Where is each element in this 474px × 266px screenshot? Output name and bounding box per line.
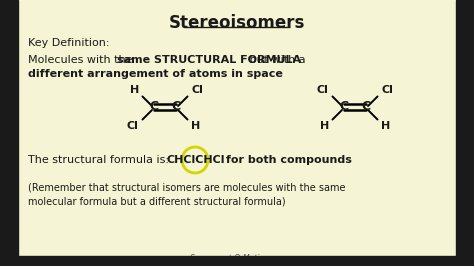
Text: molecular formula but a different structural formula): molecular formula but a different struct… [28,196,286,206]
Text: Screencast-O-Matic.com: Screencast-O-Matic.com [191,254,283,263]
Text: C: C [149,101,159,114]
Bar [456,0,474,266]
Text: The structural formula is:: The structural formula is: [28,155,173,165]
Text: same STRUCTURAL FORMULA: same STRUCTURAL FORMULA [117,55,301,65]
Text: Molecules with the: Molecules with the [28,55,136,65]
Text: Cl: Cl [127,120,138,131]
Text: C: C [339,101,348,114]
Text: C: C [362,101,371,114]
Text: for both compounds: for both compounds [222,155,352,165]
Text: C: C [172,101,181,114]
Bar [0,256,474,266]
Text: H: H [381,120,390,131]
Text: Cl: Cl [382,85,393,95]
Text: Key Definition:: Key Definition: [28,38,109,48]
Text: H: H [130,85,139,95]
Text: Cl: Cl [191,85,203,95]
Text: CHClCHCl: CHClCHCl [167,155,226,165]
Text: H: H [191,120,200,131]
Text: but with a: but with a [246,55,306,65]
Text: H: H [320,120,329,131]
Text: Cl: Cl [317,85,328,95]
Text: Stereoisomers: Stereoisomers [169,14,305,32]
Text: different arrangement of atoms in space: different arrangement of atoms in space [28,69,283,79]
Text: (Remember that structural isomers are molecules with the same: (Remember that structural isomers are mo… [28,183,346,193]
Bar [0,0,18,266]
